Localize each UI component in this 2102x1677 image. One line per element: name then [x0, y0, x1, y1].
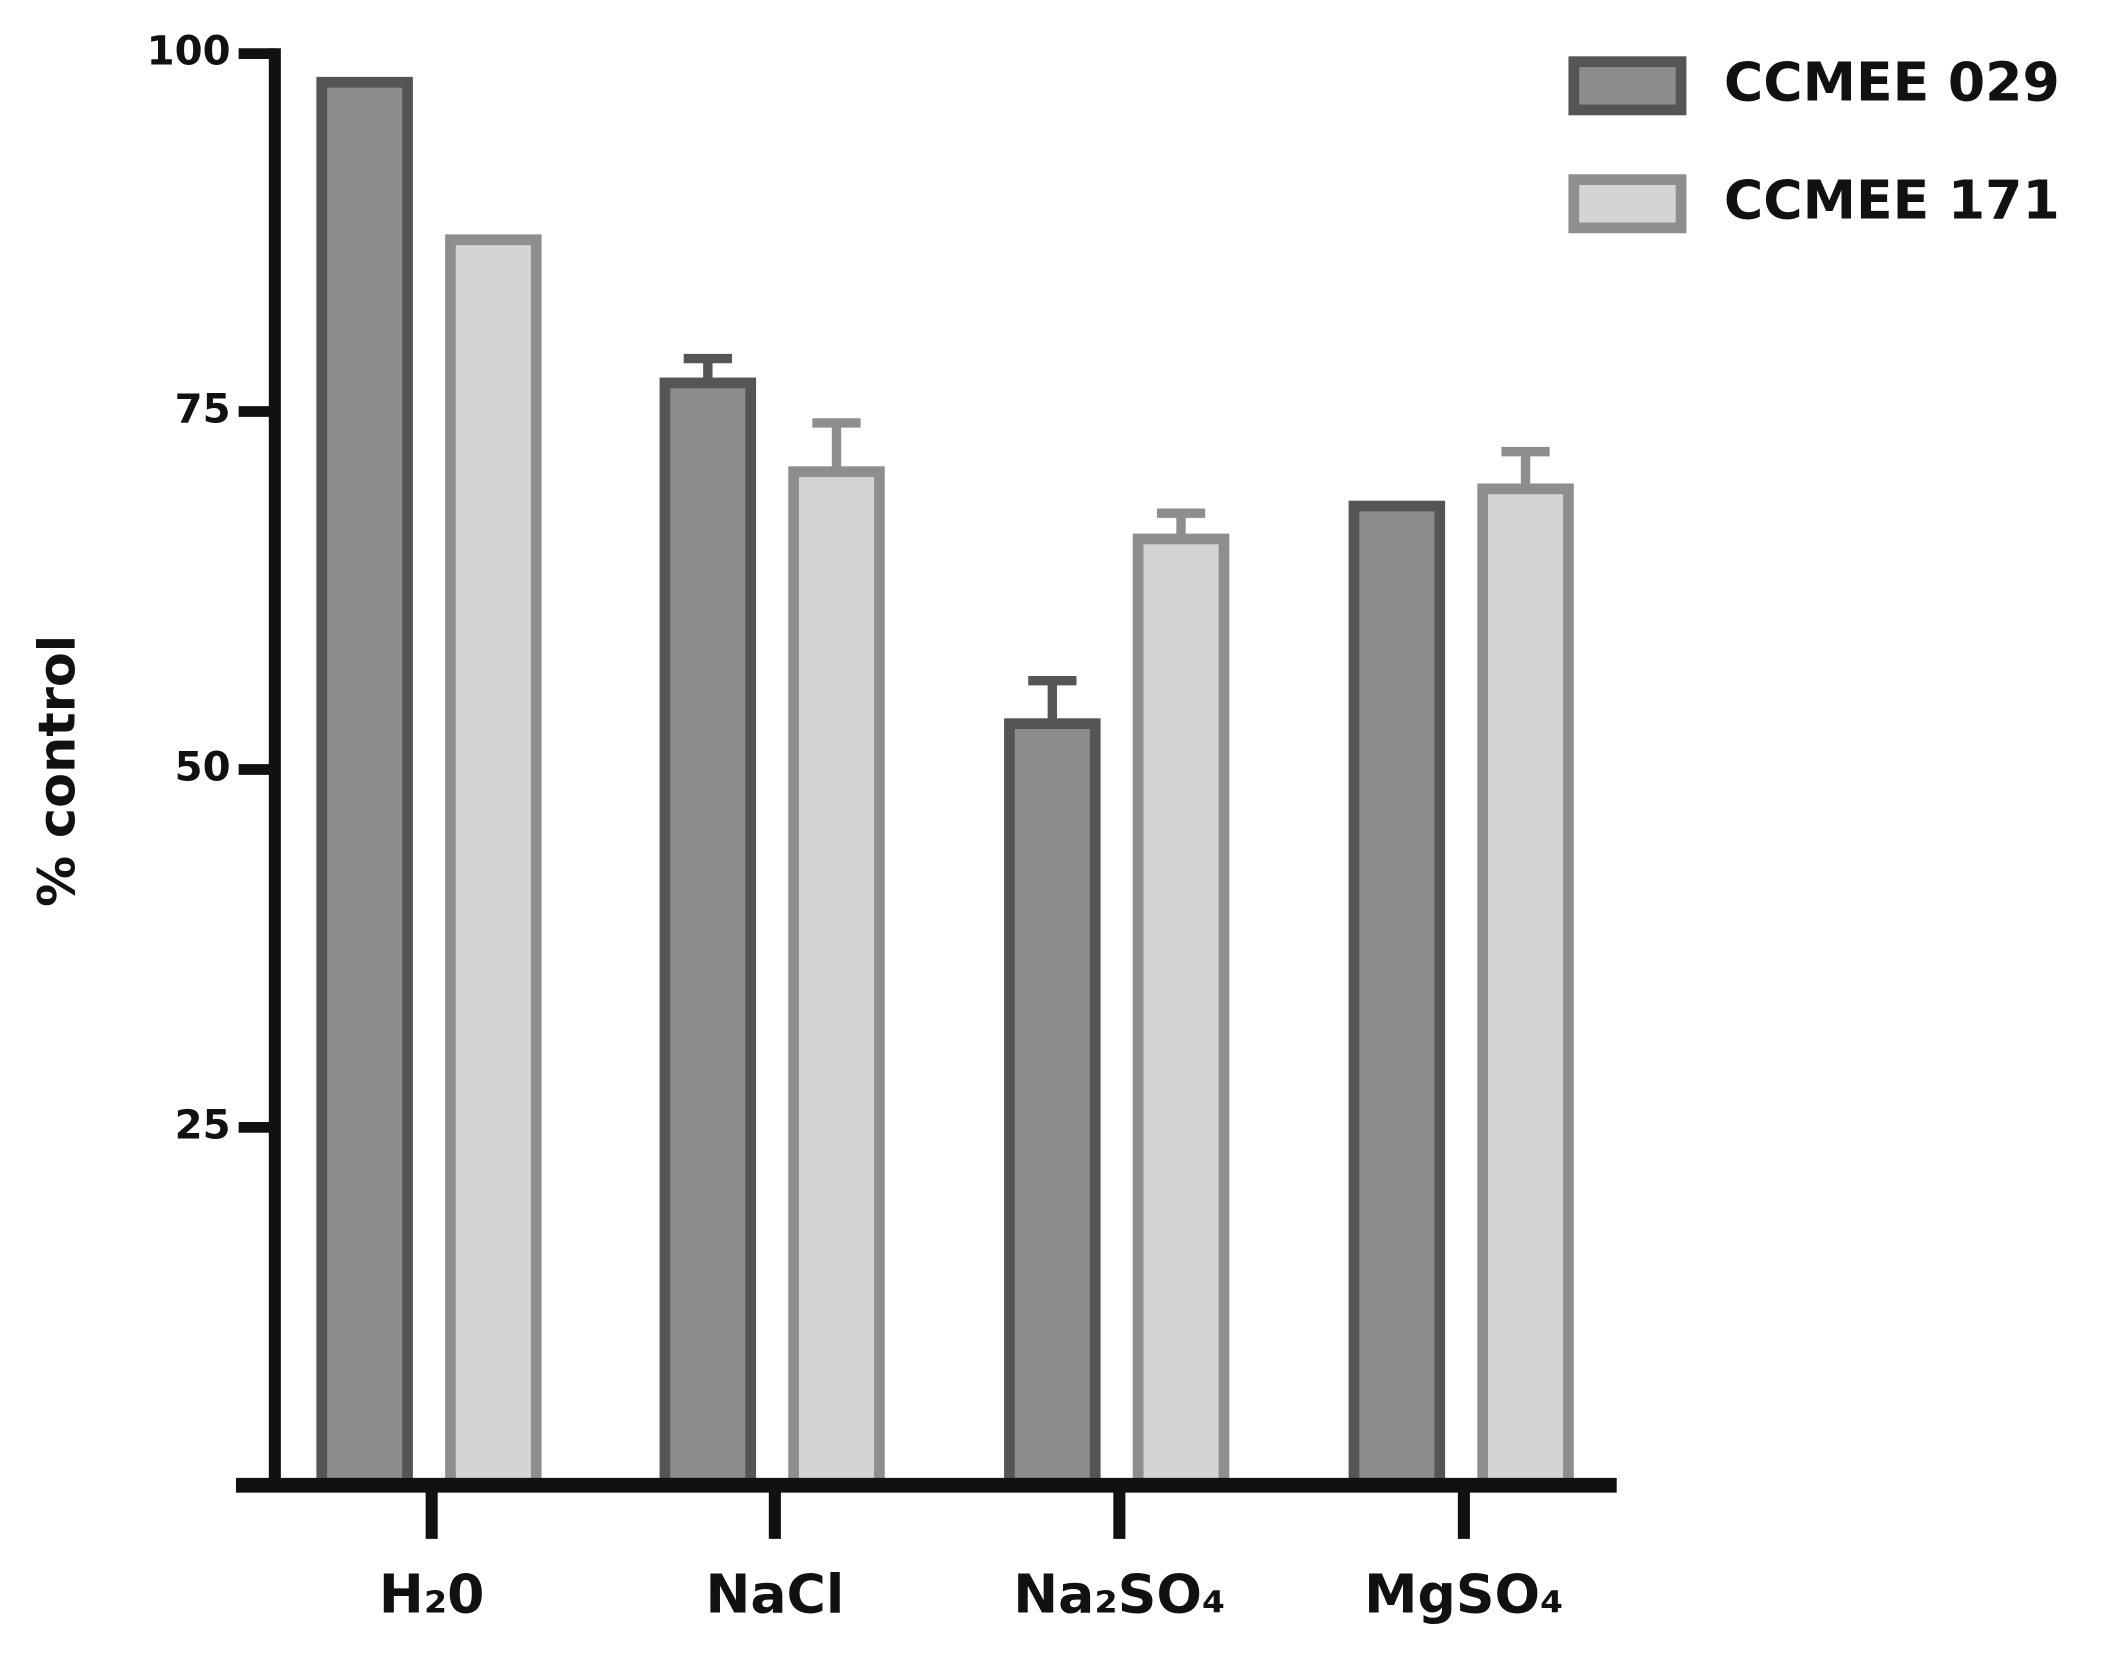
- error-bar: [1028, 676, 1077, 724]
- x-tick-label: MgSO₄: [1364, 1563, 1563, 1626]
- legend-swatch: [1568, 56, 1687, 116]
- x-tick-label: Na₂SO₄: [1013, 1563, 1225, 1626]
- legend-label: CCMEE 171: [1724, 168, 2060, 231]
- bar: [1132, 533, 1230, 1491]
- error-bar: [812, 418, 861, 472]
- y-tick-label: 75: [175, 387, 231, 433]
- bar: [1348, 500, 1446, 1491]
- x-tick-label: H₂0: [379, 1563, 485, 1626]
- y-tick-label: 25: [175, 1102, 231, 1148]
- error-bar: [1501, 446, 1550, 489]
- bar: [1004, 718, 1101, 1491]
- y-tick-label: 50: [175, 744, 231, 790]
- legend-swatch: [1568, 174, 1687, 234]
- bar: [316, 76, 413, 1491]
- x-tick-label: NaCl: [705, 1563, 844, 1626]
- y-tick-label: 100: [147, 29, 231, 75]
- y-axis-label: % control: [28, 635, 87, 907]
- bar: [659, 377, 757, 1491]
- bar: [445, 234, 542, 1491]
- legend-label: CCMEE 029: [1724, 50, 2060, 113]
- bar: [1477, 483, 1574, 1491]
- bar: [788, 466, 885, 1491]
